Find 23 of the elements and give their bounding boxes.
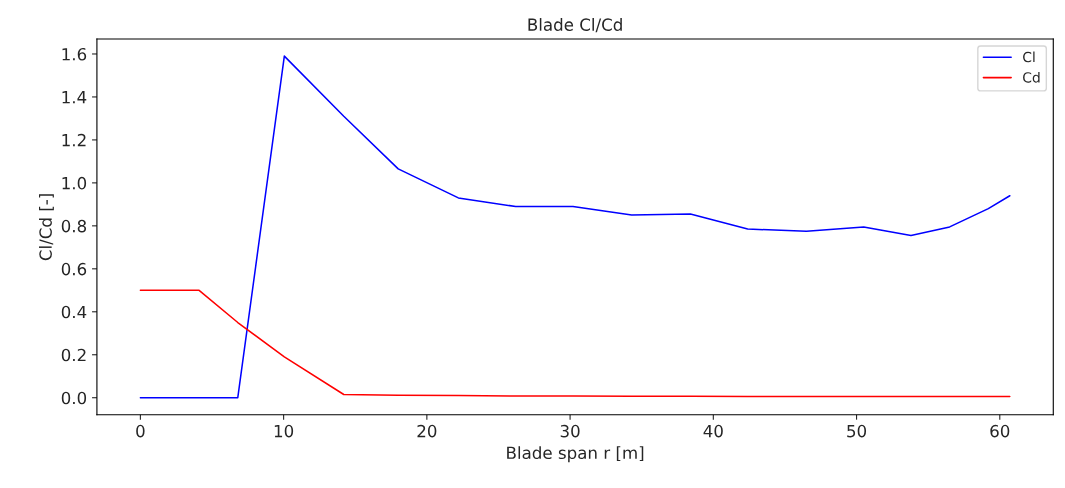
x-tick-label: 0	[136, 424, 145, 438]
x-tick-label: 40	[703, 424, 723, 438]
line-series	[139, 55, 1011, 399]
line-series	[139, 289, 1011, 398]
y-tick-label: 0.8	[61, 219, 87, 233]
y-tick-label: 0.6	[61, 262, 87, 276]
x-tick-label: 20	[417, 424, 437, 438]
x-tick-label: 10	[274, 424, 294, 438]
x-tick-label: 50	[847, 424, 867, 438]
chart-title: Blade Cl/Cd	[528, 18, 622, 33]
y-tick-label: 1.0	[62, 176, 87, 190]
x-tick-label: 30	[560, 424, 580, 438]
y-tick-label: 0.2	[61, 348, 86, 362]
y-tick-label: 1.2	[62, 133, 86, 147]
legend-label: Cd	[1023, 71, 1040, 83]
y-tick-label: 1.6	[62, 47, 87, 61]
y-axis-title: Cl/Cd [-]	[39, 194, 54, 261]
x-tick-label: 60	[990, 424, 1010, 438]
y-tick-label: 0.0	[61, 391, 87, 405]
y-tick-label: 1.4	[62, 91, 87, 104]
x-axis-title: Blade span r [m]	[507, 446, 644, 463]
legend-label: Cl	[1023, 51, 1035, 63]
y-tick-label: 0.4	[61, 305, 87, 319]
